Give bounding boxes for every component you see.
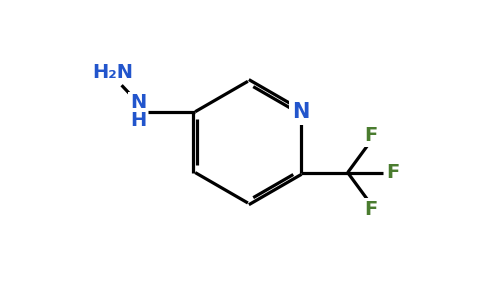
Text: F: F	[364, 200, 378, 219]
Text: H₂N: H₂N	[92, 63, 133, 82]
Text: N
H: N H	[130, 94, 146, 130]
Text: F: F	[364, 126, 378, 145]
Text: N: N	[292, 102, 309, 122]
Text: F: F	[386, 163, 399, 182]
